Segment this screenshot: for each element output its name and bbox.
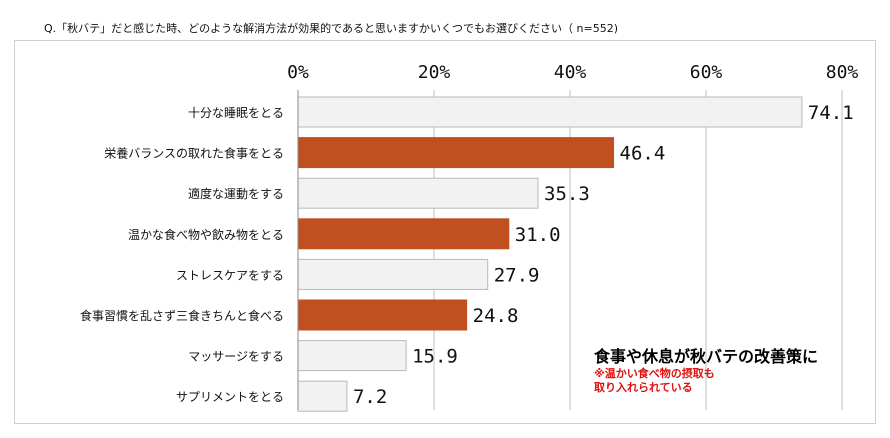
- data-label: 46.4: [620, 143, 666, 165]
- tick-label: 40%: [554, 62, 587, 83]
- chart-frame: [14, 40, 876, 424]
- bar: [297, 380, 348, 412]
- tick-label: 80%: [826, 62, 859, 83]
- question-title: Q.「秋バテ」だと感じた時、どのような解消方法が効果的であると思いますかいくつで…: [44, 22, 619, 35]
- data-label: 7.2: [353, 386, 387, 408]
- bar: [297, 218, 510, 250]
- data-label: 24.8: [473, 305, 519, 327]
- callout-note-line2: 取り入れられている: [594, 381, 693, 394]
- tick-label: 0%: [287, 62, 309, 83]
- tick-label: 20%: [418, 62, 451, 83]
- data-label: 74.1: [808, 102, 854, 124]
- category-label: 適度な運動をする: [188, 186, 284, 201]
- callout: 食事や休息が秋バテの改善策に ※温かい食べ物の摂取も 取り入れられている: [594, 343, 818, 395]
- category-label: 十分な睡眠をとる: [188, 106, 284, 120]
- category-label: ストレスケアをする: [176, 268, 284, 282]
- bar: [297, 137, 615, 169]
- category-label: マッサージをする: [188, 350, 284, 364]
- bar: [297, 258, 489, 290]
- data-label: 35.3: [544, 183, 590, 205]
- bar: [297, 96, 803, 128]
- bar: [297, 177, 539, 209]
- category-label: 栄養バランスの取れた食事をとる: [104, 146, 284, 161]
- tick-label: 60%: [690, 62, 723, 83]
- category-label: 食事習慣を乱さず三食きちんと食べる: [80, 308, 284, 323]
- category-label: サプリメントをとる: [176, 390, 284, 404]
- callout-headline: 食事や休息が秋バテの改善策に: [594, 347, 819, 366]
- callout-note-line1: ※温かい食べ物の摂取も: [594, 367, 715, 380]
- category-label: 温かな食べ物や飲み物をとる: [128, 227, 284, 242]
- data-label: 27.9: [494, 264, 540, 286]
- bar: [297, 299, 468, 331]
- bar: [297, 340, 407, 372]
- data-label: 15.9: [412, 346, 458, 368]
- data-label: 31.0: [515, 224, 561, 246]
